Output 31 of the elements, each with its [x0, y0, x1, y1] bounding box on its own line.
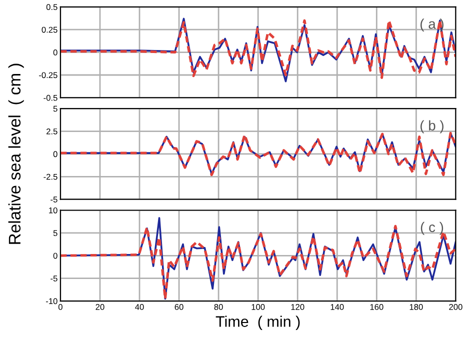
y-tick-label: -2.5 [44, 174, 58, 180]
x-tick-label: 80 [214, 304, 223, 310]
y-tick-label: -10 [46, 298, 58, 304]
x-tick-label: 200 [449, 304, 462, 310]
y-tick-label: 10 [49, 207, 58, 214]
annotation: ( a ) [420, 18, 444, 32]
y-tick-label: -5 [50, 196, 58, 202]
y-tick-label: 0 [53, 252, 58, 259]
y-tick-label: 2.5 [46, 128, 58, 134]
y-tick-label: 0 [53, 50, 58, 56]
x-tick-label: 20 [96, 304, 104, 310]
x-tick-label: 0 [58, 304, 62, 310]
annotation: ( b ) [420, 120, 444, 134]
y-tick-label: 0.5 [46, 4, 58, 10]
x-tick-label: 120 [291, 304, 304, 310]
y-tick-label: 0.25 [42, 26, 58, 33]
y-tick-label: -0.5 [44, 94, 58, 101]
x-tick-label: 140 [330, 304, 344, 310]
y-tick-label: 5 [53, 106, 58, 112]
x-tick-label: 60 [174, 304, 184, 310]
annotation: ( c ) [420, 222, 444, 235]
y-tick-label: -5 [50, 276, 58, 282]
x-axis-title: Time ( min ) [216, 316, 300, 330]
x-tick-label: 180 [410, 304, 423, 310]
x-tick-label: 100 [252, 304, 265, 310]
y-tick-label: 5 [53, 230, 58, 236]
x-tick-label: 40 [135, 304, 144, 310]
x-tick-label: 160 [370, 304, 384, 310]
y-tick-label: -0.25 [39, 72, 58, 78]
y-tick-label: 0 [53, 151, 58, 158]
y-axis-title: Relative sea level ( cm ) [8, 64, 24, 244]
